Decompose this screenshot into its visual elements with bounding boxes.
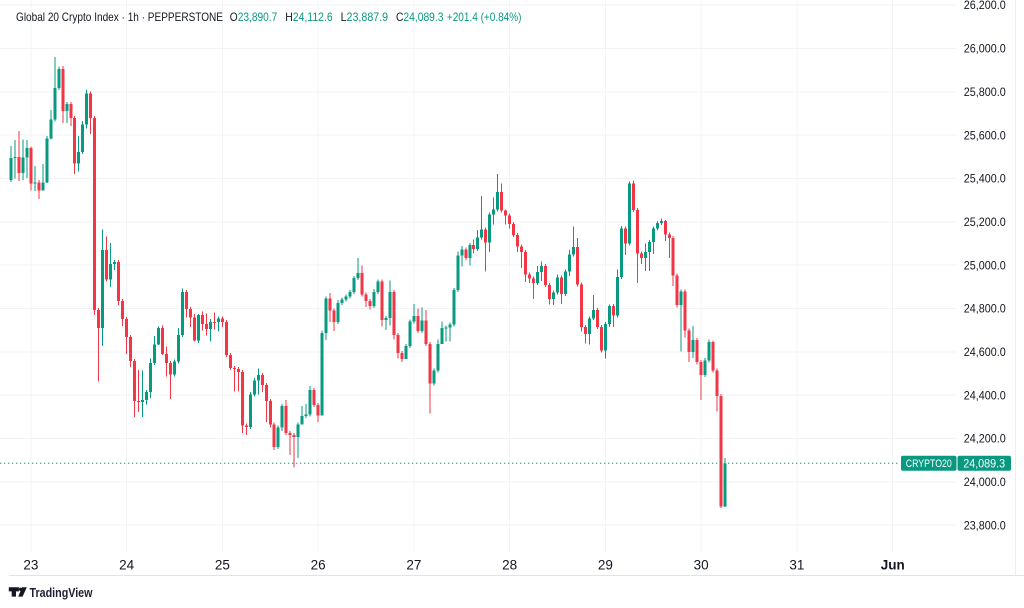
svg-text:CRYPTO20: CRYPTO20 [906,458,952,470]
svg-text:+201.4 (+0.84%): +201.4 (+0.84%) [447,10,522,24]
svg-text:25,600.0: 25,600.0 [964,128,1006,142]
svg-text:24,600.0: 24,600.0 [964,345,1006,359]
svg-text:26: 26 [311,557,326,572]
svg-text:23: 23 [23,557,38,572]
svg-text:31: 31 [789,557,804,572]
svg-text:25,400.0: 25,400.0 [964,172,1006,186]
svg-text:28: 28 [502,557,517,572]
svg-text:25: 25 [215,557,230,572]
svg-text:24,400.0: 24,400.0 [964,388,1006,402]
svg-text:C24,089.3: C24,089.3 [396,10,444,24]
svg-text:25,800.0: 25,800.0 [964,85,1006,99]
svg-text:26,200.0: 26,200.0 [964,0,1006,12]
svg-text:TradingView: TradingView [30,585,94,600]
svg-text:24,200.0: 24,200.0 [964,432,1006,446]
svg-text:27: 27 [406,557,421,572]
svg-text:24,089.3: 24,089.3 [963,456,1005,470]
svg-text:29: 29 [598,557,613,572]
svg-text:O23,890.7: O23,890.7 [230,10,278,24]
svg-text:24,800.0: 24,800.0 [964,302,1006,316]
svg-text:L23,887.9: L23,887.9 [341,10,389,24]
svg-text:25,200.0: 25,200.0 [964,215,1006,229]
svg-text:26,000.0: 26,000.0 [964,42,1006,56]
svg-text:Global 20 Crypto Index · 1h ·: Global 20 Crypto Index · 1h · PEPPERSTON… [16,10,223,24]
svg-text:24: 24 [119,557,135,572]
svg-text:H24,112.6: H24,112.6 [285,10,333,24]
svg-text:23,800.0: 23,800.0 [964,519,1006,533]
svg-text:24,000.0: 24,000.0 [964,475,1006,489]
svg-text:30: 30 [694,557,709,572]
svg-text:25,000.0: 25,000.0 [964,258,1006,272]
svg-text:Jun: Jun [881,557,905,572]
